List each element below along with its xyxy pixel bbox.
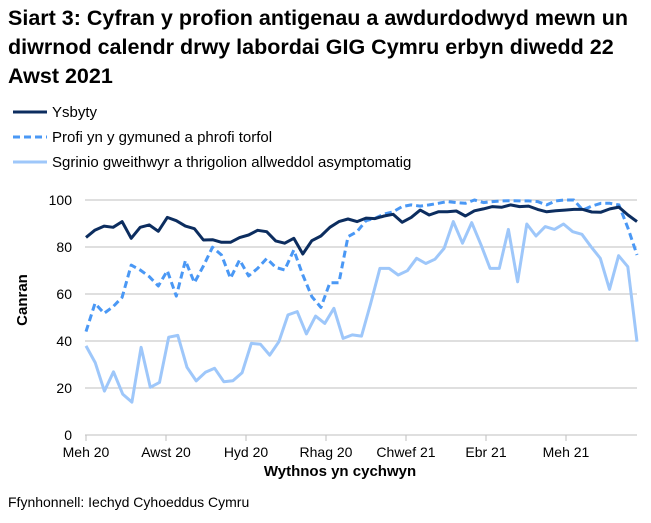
legend-label: Ysbyty bbox=[52, 103, 98, 121]
x-tick-label: Meh 21 bbox=[543, 444, 590, 460]
source-note: Ffynhonnell: Iechyd Cyhoeddus Cymru bbox=[8, 494, 250, 510]
legend-solid-dark-line-icon bbox=[13, 110, 47, 114]
x-tick-label: Chwef 21 bbox=[376, 444, 435, 460]
legend-solid-light-line-icon bbox=[13, 160, 47, 164]
legend-item-ysbyty: Ysbyty bbox=[13, 102, 97, 122]
y-tick-label: 20 bbox=[56, 380, 72, 396]
y-tick-label: 80 bbox=[56, 239, 72, 255]
x-tick-label: Awst 20 bbox=[141, 444, 191, 460]
x-tick-label: Meh 20 bbox=[63, 444, 110, 460]
x-tick-label: Ebr 21 bbox=[465, 444, 506, 460]
y-tick-label: 0 bbox=[64, 427, 72, 443]
y-tick-label: 40 bbox=[56, 333, 72, 349]
legend-item-community: Profi yn y gymuned a phrofi torfol bbox=[13, 127, 272, 147]
y-tick-label: 60 bbox=[56, 286, 72, 302]
x-tick-label: Hyd 20 bbox=[224, 444, 269, 460]
series-line-1 bbox=[84, 198, 639, 333]
x-axis-label: Wythnos yn cychwyn bbox=[264, 463, 416, 480]
series-line-2 bbox=[84, 220, 639, 404]
x-tick-label: Rhag 20 bbox=[300, 444, 353, 460]
chart-title: Siart 3: Cyfran y profion antigenau a aw… bbox=[8, 6, 628, 88]
legend-label: Sgrinio gweithwyr a thrigolion allweddol… bbox=[52, 153, 412, 171]
y-axis-label: Canran bbox=[14, 274, 31, 326]
y-tick-label: 100 bbox=[49, 192, 73, 208]
legend-dashed-line-icon bbox=[13, 135, 47, 139]
legend-label: Profi yn y gymuned a phrofi torfol bbox=[52, 128, 273, 146]
series-line-0 bbox=[85, 203, 638, 256]
legend-item-screening: Sgrinio gweithwyr a thrigolion allweddol… bbox=[13, 152, 411, 172]
